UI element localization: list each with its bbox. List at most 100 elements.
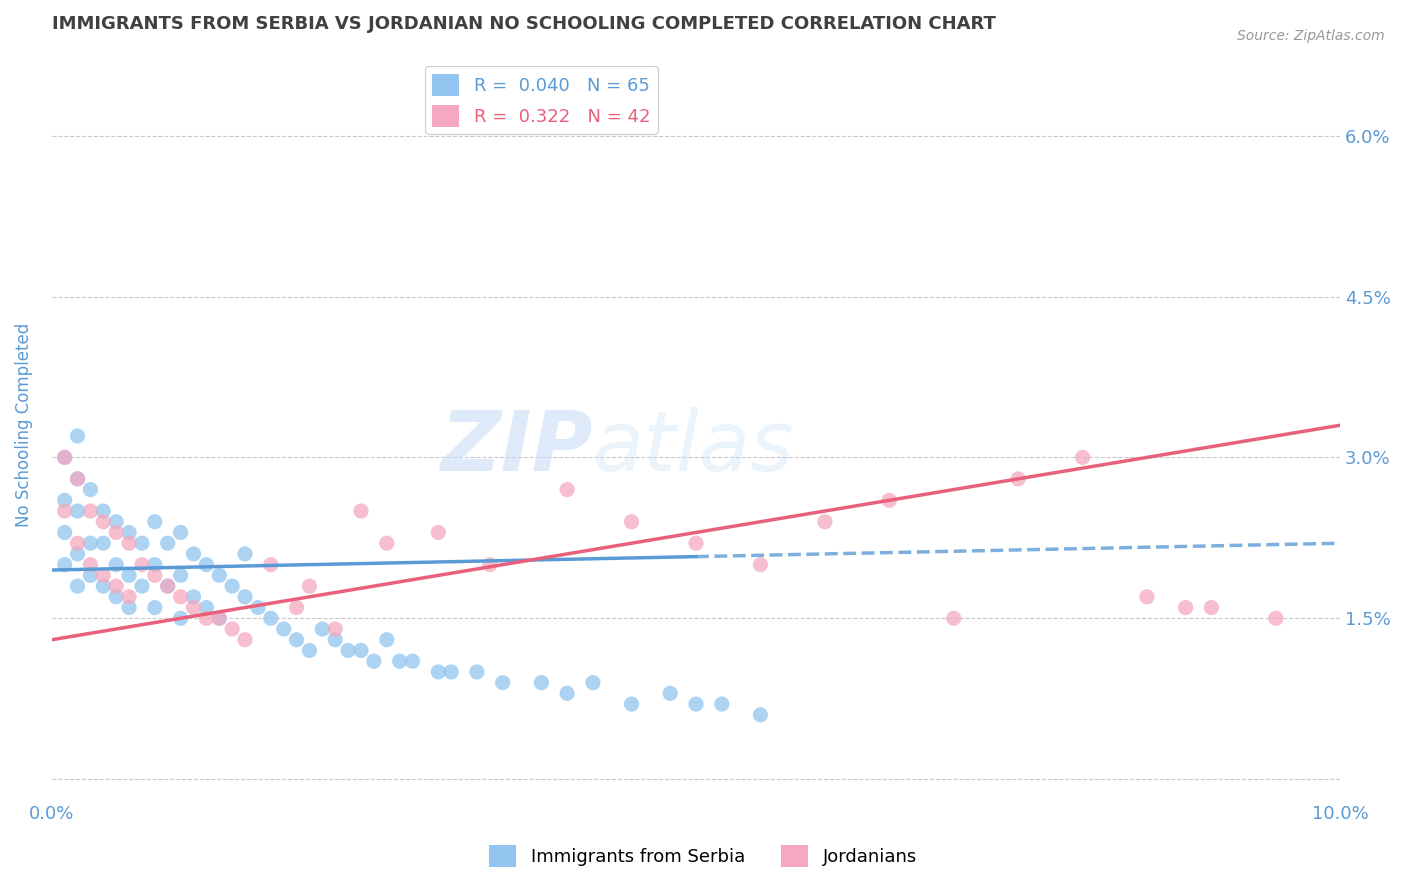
Point (118, 590, 141, 604)
Point (233, 547, 256, 561)
Point (375, 632, 398, 647)
Point (195, 558, 218, 572)
Point (91, 579, 114, 593)
Point (195, 611, 218, 625)
Point (555, 686, 578, 700)
Point (337, 643, 360, 657)
Point (233, 590, 256, 604)
Point (169, 568, 191, 582)
Point (285, 632, 308, 647)
Point (79, 536, 101, 550)
Point (183, 547, 205, 561)
Point (91, 504, 114, 518)
Legend: R =  0.040   N = 65, R =  0.322   N = 42: R = 0.040 N = 65, R = 0.322 N = 42 (425, 66, 658, 134)
Point (143, 568, 166, 582)
Point (208, 611, 231, 625)
Point (1071, 450, 1094, 465)
Point (1201, 600, 1223, 615)
Point (79, 483, 101, 497)
Point (208, 568, 231, 582)
Point (169, 611, 191, 625)
Point (555, 483, 578, 497)
Point (221, 622, 243, 636)
Point (749, 707, 772, 722)
Point (131, 536, 153, 550)
Point (298, 579, 321, 593)
Point (143, 600, 166, 615)
Point (749, 558, 772, 572)
Point (323, 632, 346, 647)
Point (814, 515, 837, 529)
Point (105, 590, 128, 604)
Point (143, 515, 166, 529)
Point (118, 568, 141, 582)
Point (118, 525, 141, 540)
Point (183, 590, 205, 604)
Point (66, 472, 89, 486)
Point (208, 611, 231, 625)
Point (685, 697, 707, 711)
Point (53, 504, 76, 518)
Point (91, 515, 114, 529)
Point (350, 504, 373, 518)
Point (53, 493, 76, 508)
Point (530, 675, 553, 690)
Text: atlas: atlas (593, 408, 794, 488)
Y-axis label: No Schooling Completed: No Schooling Completed (15, 323, 32, 527)
Point (53, 450, 76, 465)
Text: ZIP: ZIP (440, 408, 593, 488)
Text: Source: ZipAtlas.com: Source: ZipAtlas.com (1237, 29, 1385, 43)
Point (375, 536, 398, 550)
Point (66, 504, 89, 518)
Point (246, 600, 269, 615)
Point (492, 675, 515, 690)
Point (311, 622, 333, 636)
Point (710, 697, 733, 711)
Point (350, 643, 373, 657)
Point (118, 600, 141, 615)
Point (1136, 590, 1159, 604)
Point (285, 600, 308, 615)
Point (195, 600, 218, 615)
Legend: Immigrants from Serbia, Jordanians: Immigrants from Serbia, Jordanians (482, 838, 924, 874)
Point (1264, 611, 1286, 625)
Point (91, 568, 114, 582)
Point (427, 665, 450, 679)
Point (465, 665, 488, 679)
Point (66, 579, 89, 593)
Point (582, 675, 605, 690)
Point (478, 558, 501, 572)
Point (53, 558, 76, 572)
Point (53, 525, 76, 540)
Point (131, 558, 153, 572)
Point (942, 611, 965, 625)
Point (156, 536, 179, 550)
Text: IMMIGRANTS FROM SERBIA VS JORDANIAN NO SCHOOLING COMPLETED CORRELATION CHART: IMMIGRANTS FROM SERBIA VS JORDANIAN NO S… (52, 15, 995, 33)
Point (156, 579, 179, 593)
Point (66, 472, 89, 486)
Point (1007, 472, 1029, 486)
Point (1174, 600, 1197, 615)
Point (66, 429, 89, 443)
Point (659, 686, 682, 700)
Point (685, 536, 707, 550)
Point (877, 493, 900, 508)
Point (388, 654, 411, 668)
Point (105, 558, 128, 572)
Point (440, 665, 463, 679)
Point (105, 579, 128, 593)
Point (105, 525, 128, 540)
Point (143, 558, 166, 572)
Point (156, 579, 179, 593)
Point (131, 579, 153, 593)
Point (169, 590, 191, 604)
Point (260, 558, 283, 572)
Point (620, 515, 643, 529)
Point (53, 450, 76, 465)
Point (427, 525, 450, 540)
Point (169, 525, 191, 540)
Point (298, 643, 321, 657)
Point (260, 611, 283, 625)
Point (273, 622, 295, 636)
Point (233, 632, 256, 647)
